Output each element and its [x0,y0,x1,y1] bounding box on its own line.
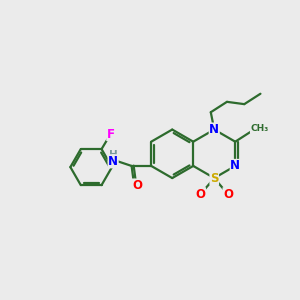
Text: F: F [107,128,115,141]
Text: S: S [210,172,218,184]
Text: O: O [195,188,206,201]
Text: N: N [108,155,118,168]
Text: H: H [109,150,118,160]
Text: CH₃: CH₃ [250,124,268,134]
Text: N: N [209,123,219,136]
Text: O: O [223,188,233,201]
Text: N: N [230,159,240,172]
Text: O: O [132,179,142,192]
